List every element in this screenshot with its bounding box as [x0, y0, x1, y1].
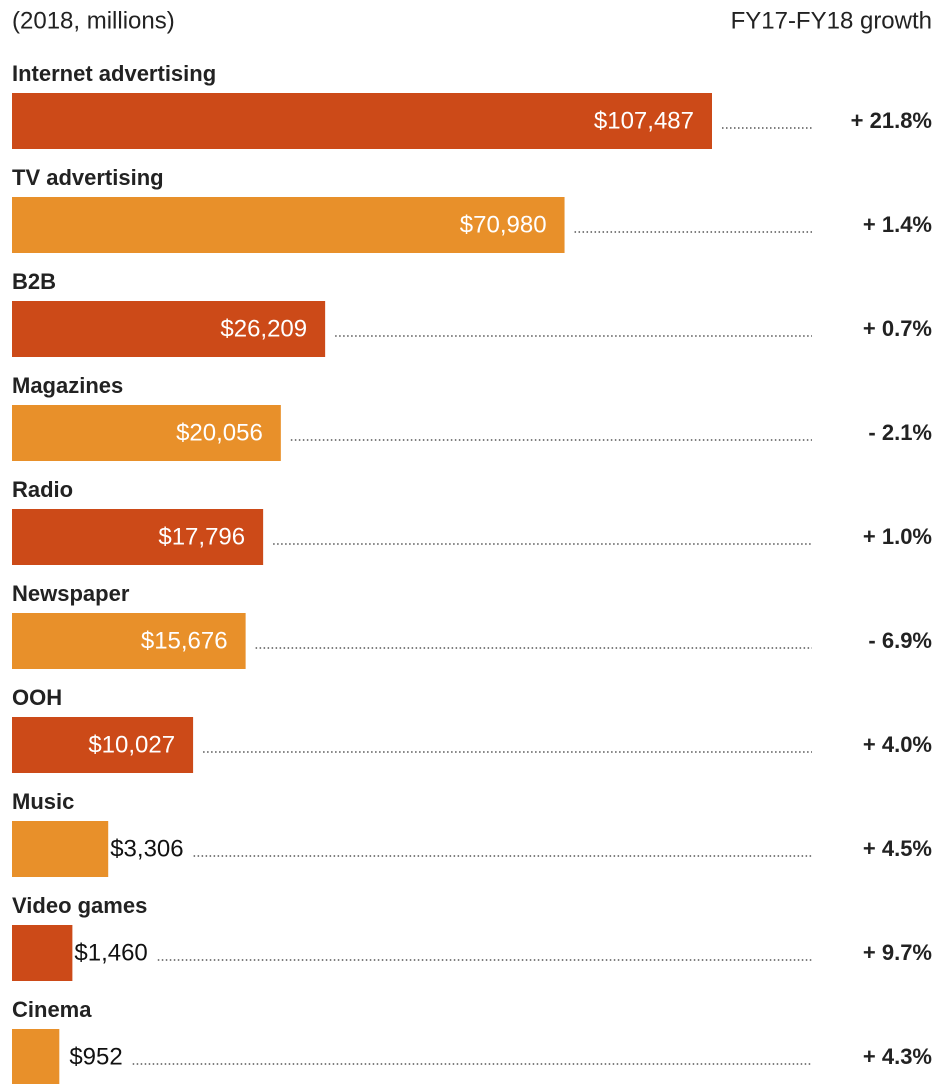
value-label: $17,796: [158, 523, 245, 550]
category-label: Magazines: [12, 373, 123, 398]
category-label: Newspaper: [12, 581, 130, 606]
bar: [12, 197, 565, 253]
growth-label: + 1.4%: [863, 212, 932, 237]
bar: [12, 405, 281, 461]
category-label: Cinema: [12, 997, 92, 1022]
bar: [12, 613, 246, 669]
bar: [12, 93, 712, 149]
bar: [12, 925, 73, 981]
value-label: $952: [69, 1043, 122, 1070]
growth-label: + 4.3%: [863, 1044, 932, 1069]
growth-label: + 9.7%: [863, 940, 932, 965]
category-label: Internet advertising: [12, 61, 216, 86]
growth-label: - 6.9%: [868, 628, 932, 653]
growth-label: + 21.8%: [851, 108, 932, 133]
growth-header: FY17-FY18 growth: [731, 7, 932, 34]
value-label: $15,676: [141, 627, 228, 654]
value-label: $70,980: [460, 211, 547, 238]
category-label: Music: [12, 789, 74, 814]
growth-label: + 1.0%: [863, 524, 932, 549]
growth-label: + 4.5%: [863, 836, 932, 861]
bar: [12, 301, 326, 357]
bar: [12, 509, 264, 565]
growth-label: - 2.1%: [868, 420, 932, 445]
value-label: $107,487: [594, 107, 694, 134]
value-label: $26,209: [220, 315, 307, 342]
bar: [12, 1029, 60, 1084]
growth-label: + 4.0%: [863, 732, 932, 757]
category-label: Video games: [12, 893, 147, 918]
value-label: $20,056: [176, 419, 263, 446]
value-label: $1,460: [74, 939, 147, 966]
value-label: $3,306: [110, 835, 183, 862]
subtitle: (2018, millions): [12, 7, 175, 34]
bar: [12, 717, 194, 773]
category-label: B2B: [12, 269, 56, 294]
value-label: $10,027: [88, 731, 175, 758]
bar: [12, 821, 109, 877]
category-label: TV advertising: [12, 165, 164, 190]
category-label: OOH: [12, 685, 62, 710]
category-label: Radio: [12, 477, 73, 502]
growth-label: + 0.7%: [863, 316, 932, 341]
